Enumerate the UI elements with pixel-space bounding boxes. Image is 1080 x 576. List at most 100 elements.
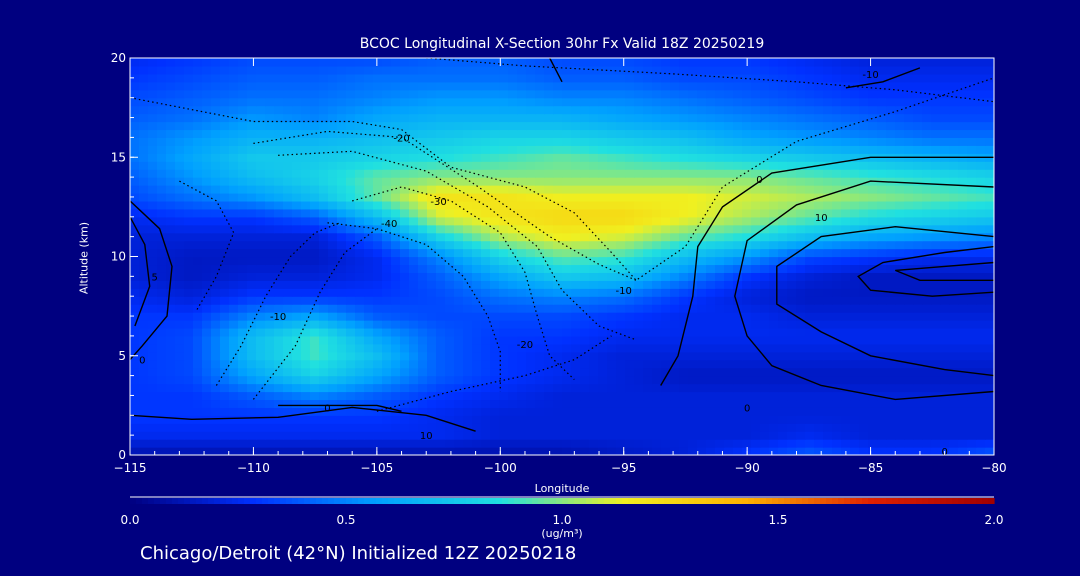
field-cell xyxy=(526,129,536,138)
field-cell xyxy=(229,272,239,281)
field-cell xyxy=(499,240,509,250)
field-cell xyxy=(706,58,716,67)
field-cell xyxy=(283,288,293,297)
field-cell xyxy=(868,327,878,337)
field-cell xyxy=(742,351,752,361)
field-cell xyxy=(922,343,932,353)
field-cell xyxy=(607,121,617,131)
field-cell xyxy=(904,89,914,99)
field-cell xyxy=(364,73,374,83)
field-cell xyxy=(445,335,455,345)
field-cell xyxy=(409,145,419,154)
field-cell xyxy=(769,288,779,297)
field-cell xyxy=(508,185,518,194)
field-cell xyxy=(472,280,482,289)
field-cell xyxy=(526,89,536,99)
field-cell xyxy=(337,431,347,440)
field-cell xyxy=(823,200,833,210)
field-cell xyxy=(418,415,428,424)
contour-label: -10 xyxy=(616,286,632,297)
field-cell xyxy=(805,280,815,289)
field-cell xyxy=(580,129,590,138)
field-cell xyxy=(706,113,716,123)
field-cell xyxy=(589,89,599,99)
field-cell xyxy=(940,272,950,281)
field-cell xyxy=(976,177,986,186)
field-cell xyxy=(706,327,716,337)
field-cell xyxy=(184,431,194,440)
field-cell xyxy=(616,161,626,170)
field-cell xyxy=(958,304,968,313)
field-cell xyxy=(373,351,383,361)
field-cell xyxy=(814,256,824,266)
field-cell xyxy=(877,121,887,131)
field-cell xyxy=(499,288,509,297)
field-cell xyxy=(184,161,194,170)
field-cell xyxy=(274,447,284,455)
field-cell xyxy=(355,177,365,186)
field-cell xyxy=(985,391,994,401)
field-cell xyxy=(148,383,158,393)
field-cell xyxy=(868,343,878,353)
field-cell xyxy=(391,383,401,393)
field-cell xyxy=(688,58,698,67)
field-cell xyxy=(319,216,329,226)
field-cell xyxy=(661,58,671,67)
field-cell xyxy=(724,312,734,321)
field-cell xyxy=(814,200,824,210)
field-cell xyxy=(778,375,788,385)
field-cell xyxy=(517,359,527,369)
field-cell xyxy=(229,240,239,250)
field-cell xyxy=(391,296,401,305)
field-cell xyxy=(355,208,365,218)
field-cell xyxy=(427,73,437,83)
field-cell xyxy=(868,375,878,385)
field-cell xyxy=(715,216,725,226)
field-cell xyxy=(832,73,842,83)
colorbar-segment xyxy=(142,498,149,504)
field-cell xyxy=(283,383,293,393)
field-cell xyxy=(319,192,329,202)
field-cell xyxy=(337,320,347,329)
field-cell xyxy=(634,359,644,369)
field-cell xyxy=(184,312,194,321)
field-cell xyxy=(562,177,572,186)
field-cell xyxy=(688,161,698,170)
field-cell xyxy=(769,447,779,455)
field-cell xyxy=(895,58,905,67)
field-cell xyxy=(832,185,842,194)
field-cell xyxy=(472,264,482,273)
field-cell xyxy=(841,81,851,91)
field-cell xyxy=(481,129,491,138)
field-cell xyxy=(580,359,590,369)
field-cell xyxy=(265,415,275,424)
field-cell xyxy=(382,58,392,67)
field-cell xyxy=(337,312,347,321)
field-cell xyxy=(202,343,212,353)
field-cell xyxy=(598,439,608,448)
field-cell xyxy=(922,280,932,289)
field-cell xyxy=(454,153,464,162)
field-cell xyxy=(931,169,941,178)
field-cell xyxy=(355,65,365,75)
colorbar-segment xyxy=(154,498,161,504)
field-cell xyxy=(895,185,905,194)
field-cell xyxy=(850,431,860,440)
field-cell xyxy=(796,304,806,313)
field-cell xyxy=(949,121,959,131)
field-cell xyxy=(958,216,968,226)
field-cell xyxy=(769,351,779,361)
field-cell xyxy=(796,343,806,353)
field-cell xyxy=(472,375,482,385)
field-cell xyxy=(706,177,716,186)
field-cell xyxy=(526,192,536,202)
field-cell xyxy=(985,367,994,377)
field-cell xyxy=(976,327,986,337)
field-cell xyxy=(391,327,401,337)
field-cell xyxy=(670,447,680,455)
field-cell xyxy=(913,113,923,123)
field-cell xyxy=(283,391,293,401)
field-cell xyxy=(202,200,212,210)
field-cell xyxy=(958,359,968,369)
field-cell xyxy=(841,192,851,202)
